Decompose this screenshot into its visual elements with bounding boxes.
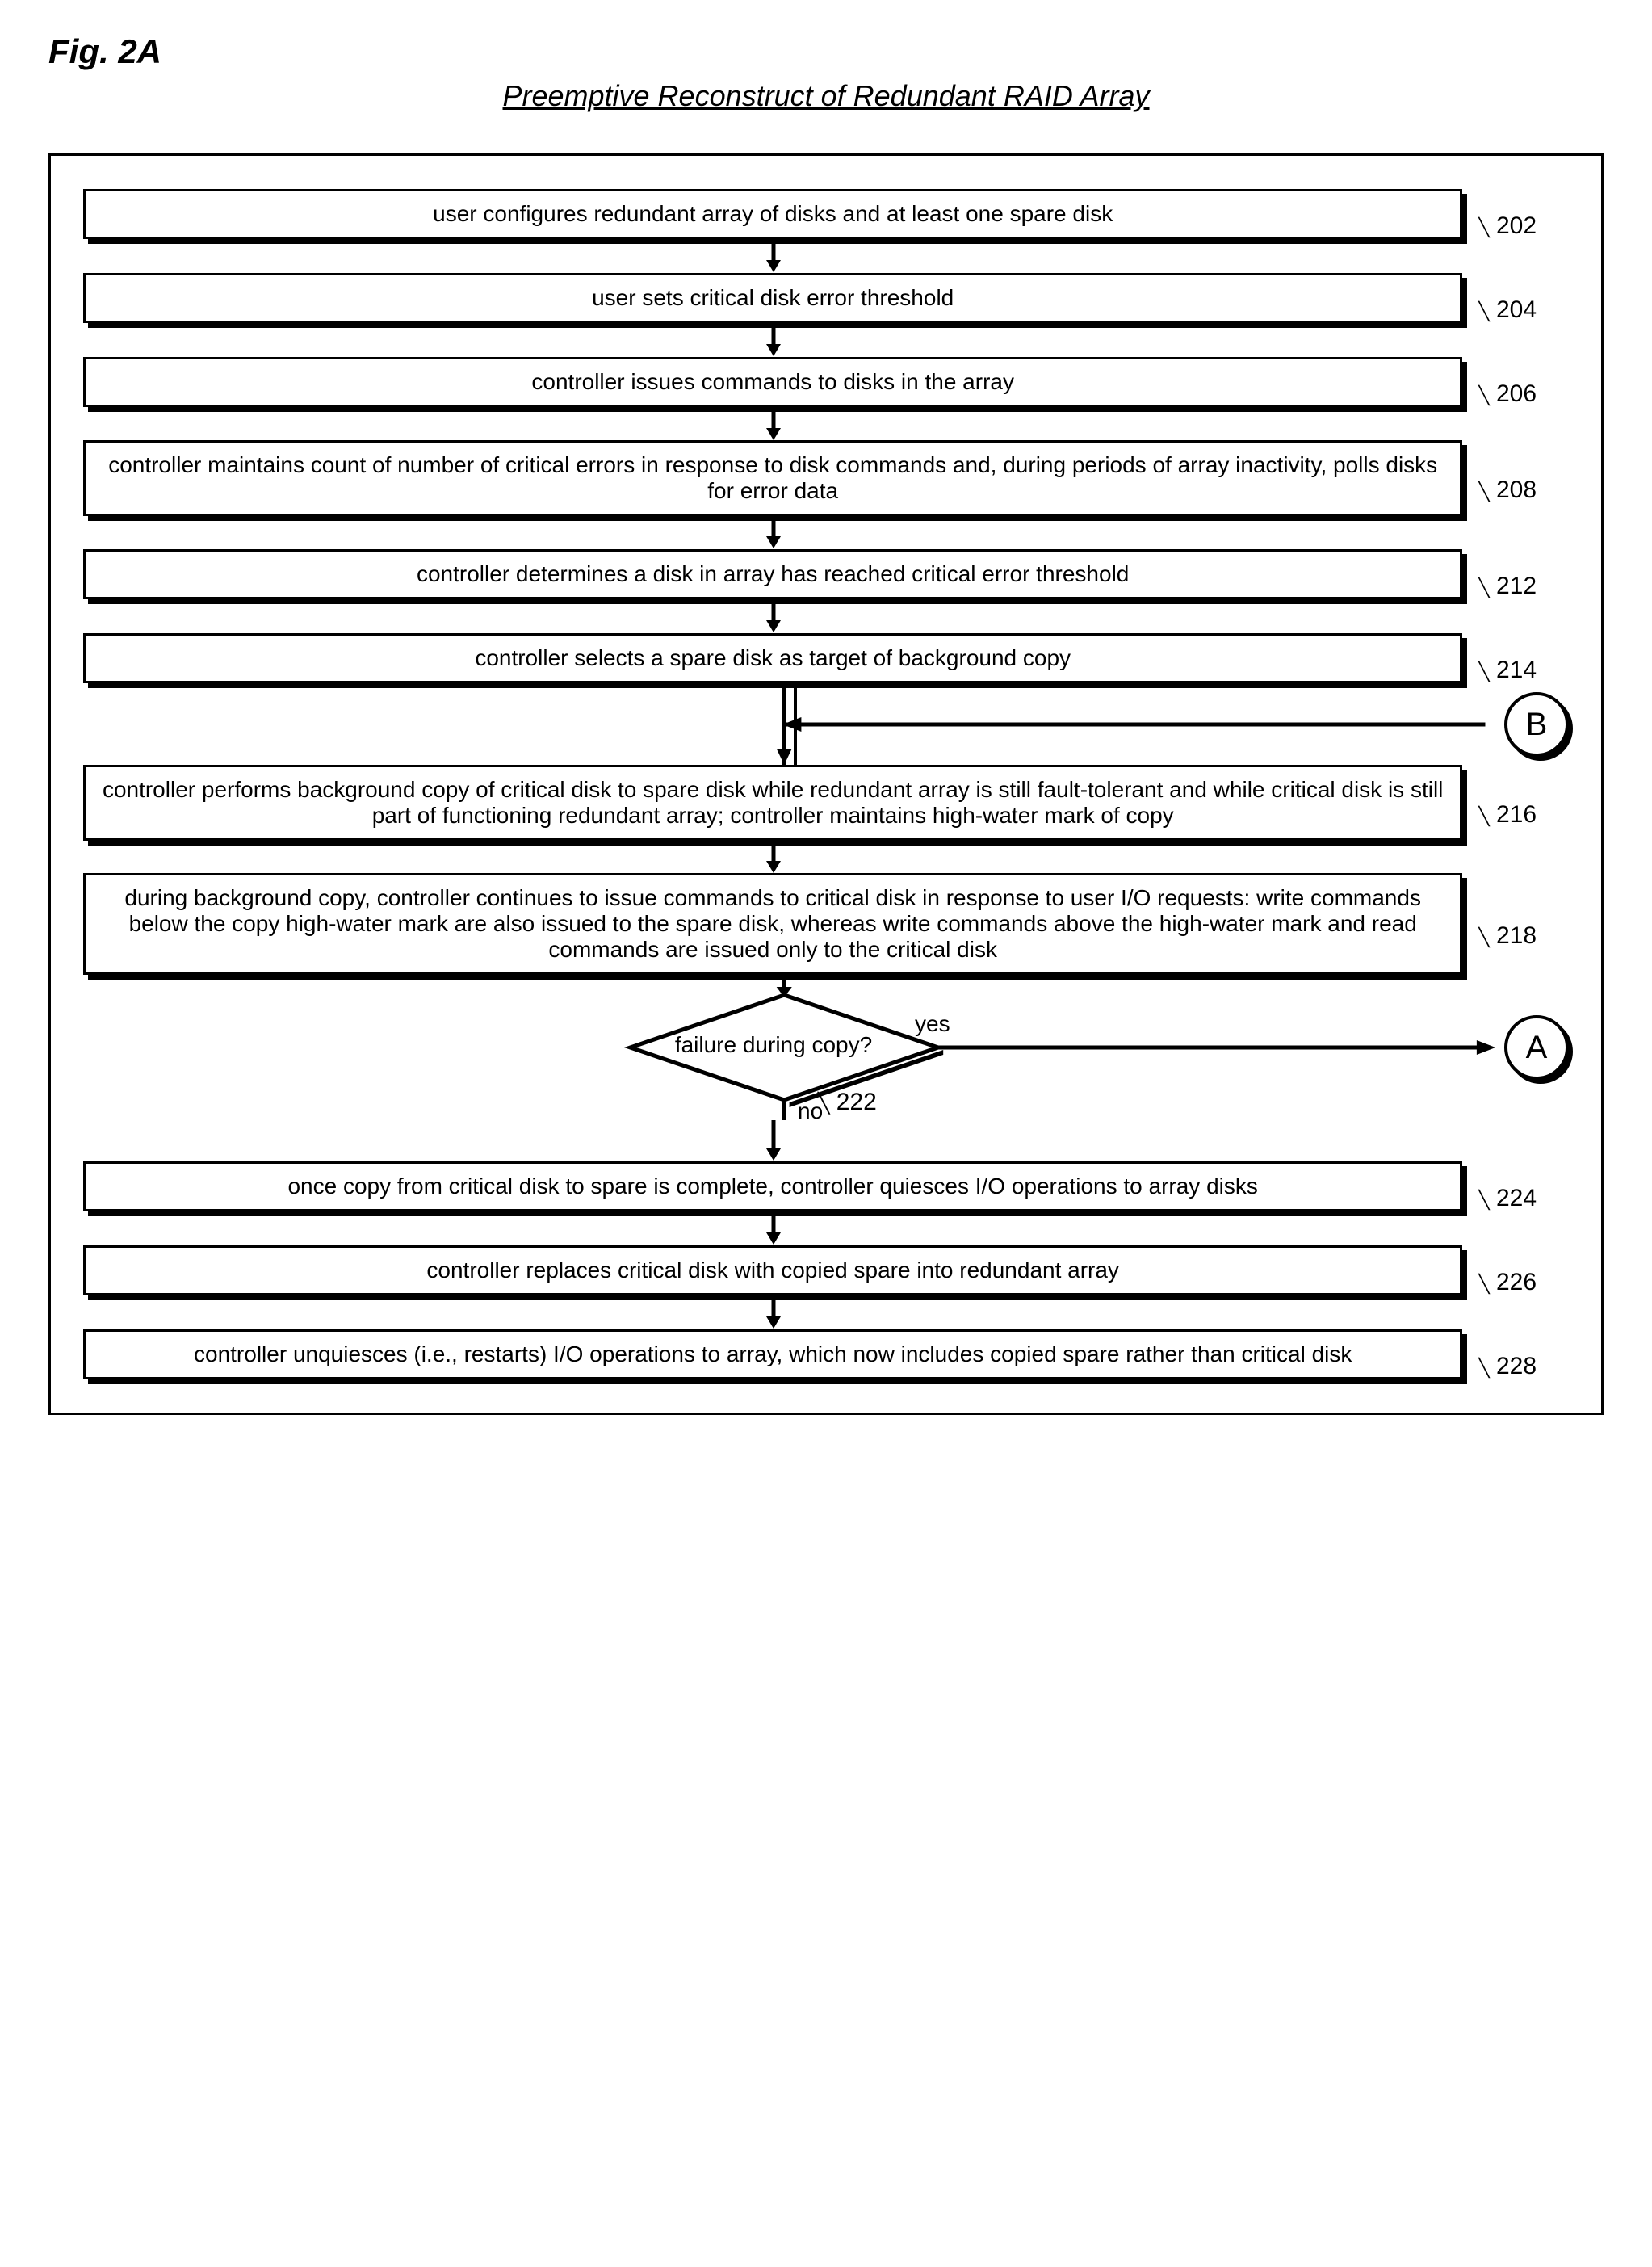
decision-row: failure during copy? yes no ╲ 222 A xyxy=(83,975,1537,1120)
reference-number: ╲ 226 xyxy=(1478,1269,1537,1296)
step-box: controller unquiesces (i.e., restarts) I… xyxy=(83,1329,1462,1379)
step-box: controller selects a spare disk as targe… xyxy=(83,633,1462,683)
step-box: controller determines a disk in array ha… xyxy=(83,549,1462,599)
flow-arrow xyxy=(83,1212,1537,1245)
decision-yes-label: yes xyxy=(915,1011,950,1037)
connector-b-row: B xyxy=(83,684,1537,765)
step-box: controller replaces critical disk with c… xyxy=(83,1245,1462,1295)
step-box: controller issues commands to disks in t… xyxy=(83,357,1462,407)
flow-arrow xyxy=(83,841,1537,873)
decision-ref: ╲ 222 xyxy=(818,1089,877,1116)
process-step: controller maintains count of number of … xyxy=(83,440,1537,516)
flow-arrow xyxy=(83,516,1537,548)
step-box: controller performs background copy of c… xyxy=(83,765,1462,841)
decision-text: failure during copy? xyxy=(652,1032,895,1058)
step-box: user configures redundant array of disks… xyxy=(83,189,1462,239)
flow-arrow xyxy=(83,600,1537,632)
process-step: controller issues commands to disks in t… xyxy=(83,356,1537,408)
flowchart-container: user configures redundant array of disks… xyxy=(48,153,1604,1415)
process-step: controller unquiesces (i.e., restarts) I… xyxy=(83,1329,1537,1380)
reference-number: ╲ 204 xyxy=(1478,296,1537,324)
reference-number: ╲ 216 xyxy=(1478,801,1537,829)
process-step: during background copy, controller conti… xyxy=(83,873,1537,975)
process-step: controller replaces critical disk with c… xyxy=(83,1245,1537,1296)
process-step: controller determines a disk in array ha… xyxy=(83,548,1537,600)
flow-arrow xyxy=(83,408,1537,440)
connector-a: A xyxy=(1504,1015,1569,1080)
process-step: controller performs background copy of c… xyxy=(83,765,1537,841)
reference-number: ╲ 206 xyxy=(1478,380,1537,408)
reference-number: ╲ 214 xyxy=(1478,657,1537,684)
reference-number: ╲ 212 xyxy=(1478,573,1537,600)
flow-arrow xyxy=(83,324,1537,356)
reference-number: ╲ 208 xyxy=(1478,476,1537,504)
step-box: user sets critical disk error threshold xyxy=(83,273,1462,323)
diagram-title: Preemptive Reconstruct of Redundant RAID… xyxy=(48,79,1604,113)
arrow-after-decision xyxy=(83,1120,1537,1161)
reference-number: ╲ 224 xyxy=(1478,1185,1537,1212)
process-step: once copy from critical disk to spare is… xyxy=(83,1161,1537,1212)
step-box: controller maintains count of number of … xyxy=(83,440,1462,516)
process-step: user sets critical disk error threshold … xyxy=(83,272,1537,324)
step-box: once copy from critical disk to spare is… xyxy=(83,1161,1462,1211)
figure-label: Fig. 2A xyxy=(48,32,1604,71)
step-box: during background copy, controller conti… xyxy=(83,873,1462,975)
flow-arrow xyxy=(83,1296,1537,1329)
reference-number: ╲ 228 xyxy=(1478,1353,1537,1380)
reference-number: ╲ 202 xyxy=(1478,212,1537,240)
flow-arrow xyxy=(83,240,1537,272)
process-step: controller selects a spare disk as targe… xyxy=(83,632,1537,684)
reference-number: ╲ 218 xyxy=(1478,922,1537,950)
process-step: user configures redundant array of disks… xyxy=(83,188,1537,240)
